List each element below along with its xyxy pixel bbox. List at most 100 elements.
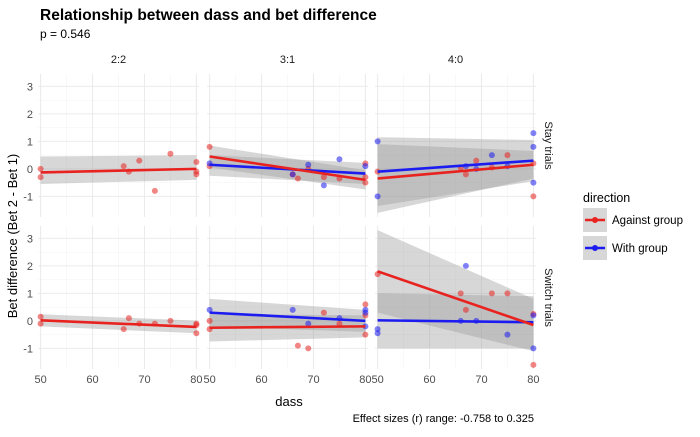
data-point-with xyxy=(374,330,381,337)
data-point-against xyxy=(206,317,213,324)
x-tick-label: 70 xyxy=(475,374,487,386)
x-tick-label: 80 xyxy=(527,374,539,386)
data-point-with xyxy=(305,320,312,327)
x-tick-label: 50 xyxy=(203,374,215,386)
data-point-against xyxy=(362,331,369,338)
data-point-against xyxy=(530,361,537,368)
data-point-against xyxy=(37,165,44,172)
x-tick-label: 70 xyxy=(138,374,150,386)
data-point-with xyxy=(362,163,369,170)
y-tick-label: 2 xyxy=(27,261,33,273)
data-point-against xyxy=(320,309,327,316)
y-tick-label: 0 xyxy=(27,316,33,328)
data-point-with xyxy=(320,182,327,189)
chart-title: Relationship between dass and bet differ… xyxy=(40,7,377,24)
data-point-with xyxy=(530,312,537,319)
facet-label-col: 4:0 xyxy=(448,54,463,66)
data-point-against xyxy=(473,157,480,164)
confidence-band-against xyxy=(377,144,534,213)
y-tick-label: 1 xyxy=(27,136,33,148)
fit-line-against xyxy=(377,163,534,180)
data-point-against xyxy=(362,301,369,308)
panel-data-0-1 xyxy=(206,143,369,190)
data-point-against xyxy=(305,345,312,352)
y-tick-label: 1 xyxy=(27,288,33,300)
panel-data-0-0 xyxy=(37,150,200,194)
panel-data-1-1 xyxy=(206,298,369,352)
panel-0-2 xyxy=(375,74,536,217)
x-tick-label: 60 xyxy=(423,374,435,386)
data-point-against xyxy=(294,175,301,182)
legend-key-point xyxy=(592,217,598,223)
fit-line-against xyxy=(40,319,197,329)
y-tick-label: -1 xyxy=(23,191,33,203)
x-tick-label: 70 xyxy=(307,374,319,386)
data-point-with xyxy=(374,326,381,333)
fit-line-against xyxy=(40,167,197,174)
data-point-with xyxy=(530,143,537,150)
panel-1-0 xyxy=(38,226,199,369)
data-point-with xyxy=(289,171,296,178)
data-point-against xyxy=(193,159,200,165)
data-point-with xyxy=(374,138,381,145)
data-point-with xyxy=(289,306,296,313)
data-point-against xyxy=(530,193,537,200)
x-tick-label: 50 xyxy=(371,374,383,386)
data-point-against xyxy=(193,330,200,337)
data-point-against xyxy=(362,179,369,186)
data-point-with xyxy=(530,345,537,352)
panel-data-0-2 xyxy=(374,130,537,213)
data-point-against xyxy=(294,342,301,349)
data-point-with xyxy=(504,331,511,338)
legend-entry-with: With group xyxy=(583,236,668,260)
legend-label: Against group xyxy=(612,215,683,227)
legend-label: With group xyxy=(612,243,668,255)
panel-data-1-0 xyxy=(37,313,200,337)
y-tick-label: 3 xyxy=(27,81,33,93)
x-tick-label: 80 xyxy=(359,374,371,386)
panel-0-0 xyxy=(38,74,199,217)
data-point-with xyxy=(305,161,312,168)
data-point-against xyxy=(167,317,174,324)
data-point-against xyxy=(136,157,143,164)
y-tick-label: 3 xyxy=(27,233,33,245)
data-point-against xyxy=(206,143,213,150)
legend-entry-against: Against group xyxy=(583,208,683,232)
data-point-against xyxy=(504,152,511,159)
panel-0-1 xyxy=(207,74,368,217)
panels-layer: 2:2 3:1 4:0 Stay trials Switch trials -1 0 1 2 3 -… xyxy=(23,54,554,386)
confidence-band-with xyxy=(209,298,366,332)
data-point-with xyxy=(206,306,213,313)
facet-label-col: 2:2 xyxy=(111,54,126,66)
data-point-against xyxy=(193,171,200,178)
data-point-with xyxy=(530,179,537,186)
data-point-with xyxy=(374,193,381,200)
x-tick-label: 60 xyxy=(86,374,98,386)
facet-label-row: Switch trials xyxy=(542,268,554,327)
data-point-against xyxy=(120,163,127,170)
legend: direction Against group With group xyxy=(583,191,683,260)
y-tick-label: 0 xyxy=(27,164,33,176)
fit-line-against xyxy=(209,155,366,182)
data-point-against xyxy=(457,290,464,297)
data-point-against xyxy=(504,290,511,297)
data-point-against xyxy=(167,150,174,157)
data-point-against xyxy=(462,171,469,178)
data-point-against xyxy=(336,320,343,327)
data-point-with xyxy=(336,156,343,163)
panel-data-1-2 xyxy=(374,230,537,368)
data-point-with xyxy=(488,152,495,159)
data-point-against xyxy=(37,313,44,320)
fit-line-against xyxy=(209,325,366,330)
x-tick-label: 50 xyxy=(34,374,46,386)
y-tick-label: 2 xyxy=(27,109,33,121)
data-point-against xyxy=(125,315,132,322)
legend-title: direction xyxy=(583,191,630,205)
data-point-against xyxy=(37,320,44,327)
fit-line-with xyxy=(377,159,534,173)
facet-label-col: 3:1 xyxy=(280,54,295,66)
data-point-against xyxy=(120,326,127,333)
y-tick-label: -1 xyxy=(23,343,33,355)
data-point-against xyxy=(151,187,158,194)
